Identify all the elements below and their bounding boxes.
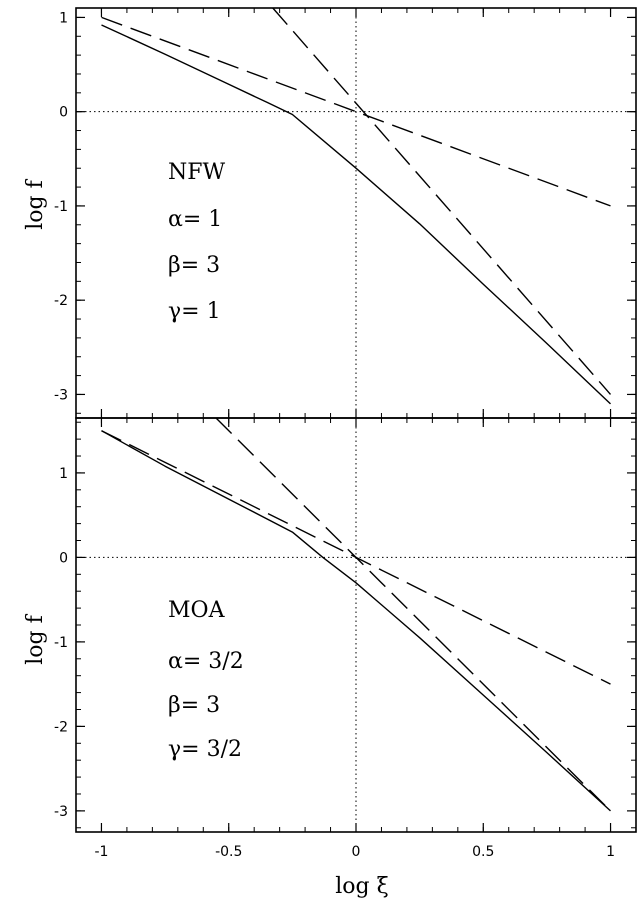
y-tick-label: 0 [59, 550, 68, 566]
y-axis-title-top: log f [23, 178, 48, 229]
model-label: NFW [168, 160, 226, 185]
series-line-solid-0 [101, 24, 611, 405]
reference-lines-top [76, 8, 636, 418]
x-tick-label: 1 [606, 844, 615, 860]
y-tick-label: 0 [59, 105, 68, 121]
gamma-label: γ= 1 [168, 299, 221, 324]
y-tick-label: -2 [54, 719, 68, 735]
panel-moa: 1 0 -1 -2 -3 -1 -0.5 0 0.5 1 MOA α= 3/2 β= 3 γ= 3… [23, 417, 637, 899]
x-axis-title: log ξ [335, 874, 388, 899]
x-tick-label: -0.5 [215, 844, 242, 860]
series-line-dashed-2 [272, 7, 612, 395]
panel-nfw: 1 0 -1 -2 -3 NFW α= 1 β= 3 γ= 1 log f [23, 7, 637, 419]
axis-ticks-bottom: 1 0 -1 -2 -3 -1 -0.5 0 0.5 1 [54, 418, 636, 860]
model-label: MOA [168, 598, 226, 623]
beta-label: β= 3 [168, 253, 220, 278]
y-tick-label: 1 [59, 10, 68, 26]
series-group-bottom [101, 417, 611, 812]
gamma-label: γ= 3/2 [168, 737, 242, 762]
series-line-solid-0 [101, 430, 611, 812]
y-tick-label: 1 [59, 466, 68, 482]
axis-ticks-top: 1 0 -1 -2 -3 [54, 8, 636, 418]
beta-label: β= 3 [168, 693, 220, 718]
x-tick-label: 0.5 [472, 844, 494, 860]
annotation-block-bottom: MOA α= 3/2 β= 3 γ= 3/2 [168, 598, 244, 762]
y-tick-label: -3 [54, 387, 68, 403]
plot-frame-top [75, 7, 637, 419]
annotation-block-top: NFW α= 1 β= 3 γ= 1 [168, 160, 226, 324]
series-line-dashed-2 [215, 417, 611, 812]
y-tick-label: -1 [54, 199, 68, 215]
y-tick-label: -1 [54, 635, 68, 651]
series-group-top [101, 7, 612, 405]
y-axis-title-bottom: log f [23, 613, 48, 664]
x-tick-label: -1 [94, 844, 108, 860]
x-tick-label: 0 [352, 844, 361, 860]
reference-lines-bottom [76, 418, 636, 832]
alpha-label: α= 3/2 [168, 649, 244, 674]
series-line-dashed-1 [101, 16, 611, 207]
y-tick-label: -3 [54, 804, 68, 820]
y-tick-label: -2 [54, 293, 68, 309]
alpha-label: α= 1 [168, 207, 222, 232]
